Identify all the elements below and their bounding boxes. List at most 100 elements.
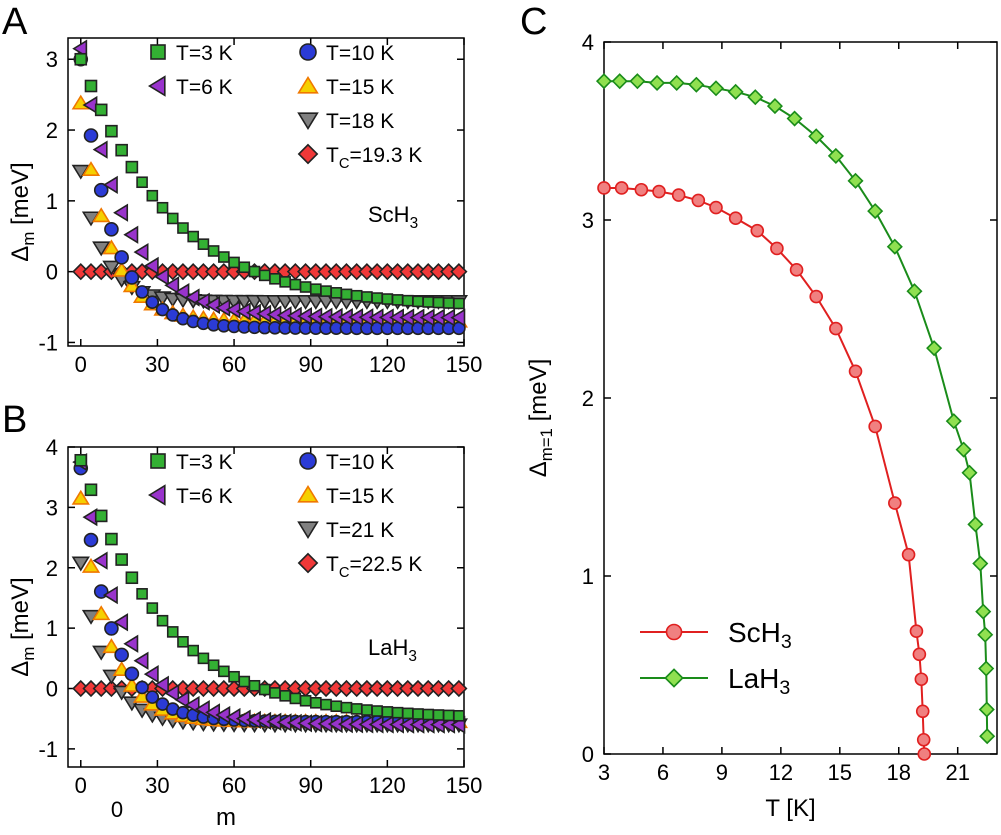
data-point — [868, 419, 882, 434]
data-point — [668, 74, 685, 91]
data-point — [104, 621, 119, 636]
data-point — [412, 708, 424, 720]
data-point — [84, 79, 98, 93]
data-point — [238, 675, 251, 688]
data-point — [611, 73, 628, 90]
data-point — [848, 364, 863, 379]
data-point — [381, 706, 394, 718]
x-tick-label: 0 — [75, 352, 87, 377]
data-point — [71, 489, 90, 505]
data-point — [422, 296, 435, 308]
data-point — [688, 76, 705, 93]
data-point — [979, 728, 996, 745]
data-point — [972, 555, 989, 572]
data-point — [197, 652, 210, 665]
data-point — [945, 413, 962, 430]
data-point — [320, 698, 332, 711]
data-point — [786, 110, 803, 127]
data-point — [133, 651, 149, 670]
data-point — [166, 626, 179, 638]
data-point — [279, 690, 291, 702]
data-point — [915, 704, 930, 719]
y-tick-label: 2 — [46, 118, 58, 143]
data-point — [847, 172, 864, 189]
data-point — [166, 212, 179, 225]
data-point — [595, 73, 613, 90]
y-axis-label-unit: [meV] — [7, 577, 34, 646]
data-point — [125, 571, 139, 585]
data-point — [125, 160, 139, 174]
y-tick-label: 3 — [46, 495, 58, 520]
data-point — [164, 276, 180, 295]
data-point — [74, 52, 88, 66]
data-point — [320, 285, 332, 297]
data-point — [450, 308, 466, 327]
data-point — [115, 553, 128, 566]
data-point — [94, 509, 108, 523]
legend-label: T=3 K — [176, 451, 233, 474]
data-point — [652, 184, 666, 199]
x-tick-label: 60 — [222, 773, 246, 798]
data-point — [83, 128, 99, 143]
data-point — [453, 297, 465, 310]
data-point — [92, 207, 111, 223]
data-point — [728, 211, 743, 226]
sample-label: LaH3 — [368, 635, 417, 665]
data-point — [72, 39, 88, 58]
legend-label: T=15 K — [326, 485, 394, 508]
data-point — [207, 659, 220, 672]
data-point — [350, 289, 363, 302]
data-point — [156, 614, 169, 627]
x-tick-label: 90 — [298, 773, 322, 798]
data-point — [136, 176, 148, 189]
data-point — [94, 103, 108, 117]
data-point — [105, 124, 118, 138]
data-point — [350, 703, 363, 715]
data-point — [156, 201, 169, 214]
legend-label: T=15 K — [326, 76, 394, 99]
legend-label-suffix: =22.5 K — [349, 553, 422, 576]
data-point — [289, 692, 302, 705]
data-point — [279, 276, 291, 288]
legend-label: T=6 K — [176, 76, 233, 99]
data-point — [115, 143, 128, 157]
x-axis-label: m — [216, 804, 236, 831]
data-point — [269, 687, 281, 699]
y-tick-label: 0 — [46, 677, 58, 702]
data-point — [432, 709, 445, 721]
y-axis-label-subscript: m — [19, 232, 38, 246]
legend-label: LaH3 — [728, 663, 790, 699]
data-point — [143, 256, 159, 275]
data-point — [194, 700, 210, 719]
x-tick-label: 6 — [657, 760, 669, 785]
data-point — [112, 261, 131, 277]
x-tick-label: 15 — [828, 760, 852, 785]
legend-label: T=10 K — [326, 42, 394, 65]
data-point — [146, 602, 159, 614]
data-point — [299, 281, 312, 293]
data-point — [829, 321, 843, 336]
data-point — [123, 634, 139, 653]
data-point — [82, 508, 98, 527]
plot-frame — [67, 37, 465, 347]
data-point — [218, 665, 230, 678]
data-point — [92, 241, 111, 257]
panel-letter-c: C — [520, 1, 547, 43]
data-point — [977, 626, 994, 643]
data-point — [177, 222, 189, 234]
x-tick-label: 120 — [369, 352, 406, 377]
series-sch3 — [597, 181, 932, 761]
data-point — [412, 295, 424, 308]
data-point — [629, 73, 646, 90]
data-point — [174, 282, 190, 302]
data-point — [145, 295, 160, 310]
data-point — [83, 532, 99, 548]
data-point — [174, 690, 190, 709]
data-point — [228, 670, 240, 683]
data-point — [153, 267, 169, 286]
x-tick-label: 120 — [369, 773, 406, 798]
x-tick-label: 30 — [145, 352, 169, 377]
